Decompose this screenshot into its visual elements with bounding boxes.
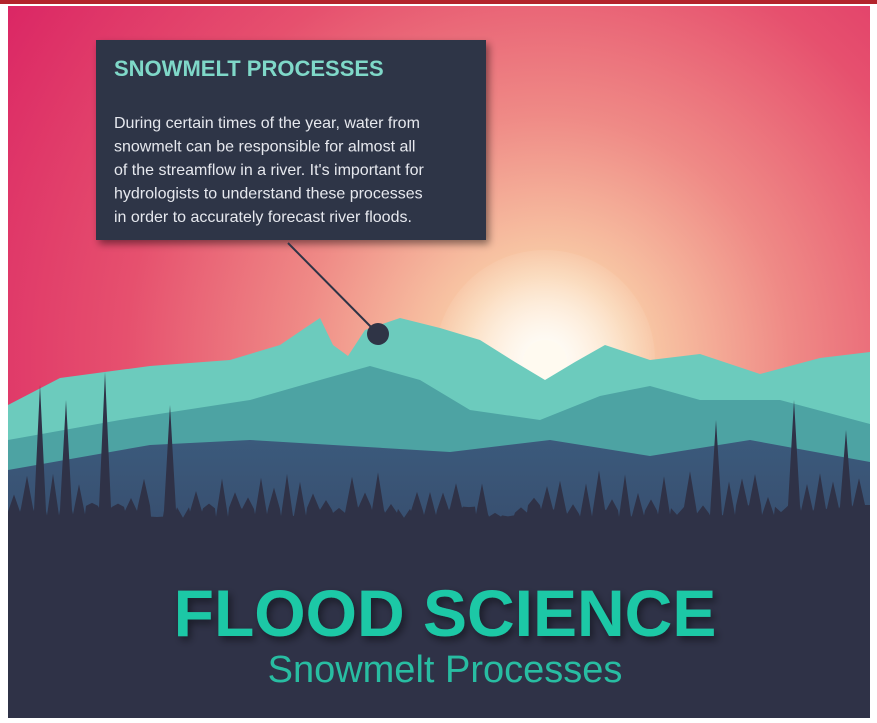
page: SNOWMELT PROCESSES During certain times …: [0, 0, 877, 723]
callout-body-line: During certain times of the year, water …: [114, 115, 420, 132]
callout-body-line: in order to accurately forecast river fl…: [114, 209, 412, 226]
top-border: [0, 0, 877, 4]
callout-body-line: of the streamflow in a river. It's impor…: [114, 162, 425, 179]
callout-title: SNOWMELT PROCESSES: [114, 56, 384, 81]
infographic: SNOWMELT PROCESSES During certain times …: [0, 0, 877, 723]
subtitle: Snowmelt Processes: [268, 649, 623, 691]
callout-body-line: hydrologists to understand these process…: [114, 186, 423, 203]
main-title: FLOOD SCIENCE: [174, 576, 717, 650]
callout-body-line: snowmelt can be responsible for almost a…: [114, 139, 415, 156]
callout-body: During certain times of the year, water …: [114, 115, 425, 226]
callout-dot: [367, 323, 389, 345]
